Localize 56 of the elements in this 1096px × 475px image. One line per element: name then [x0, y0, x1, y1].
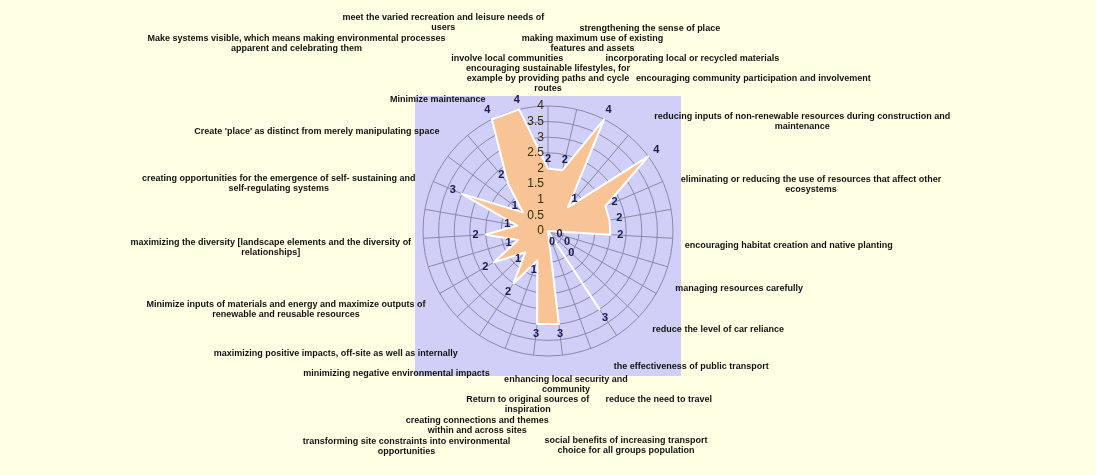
- spoke-label: the effectiveness of public transport: [613, 360, 769, 371]
- data-label: 3: [601, 310, 609, 323]
- data-label: 2: [472, 228, 479, 241]
- data-label: 0: [568, 245, 575, 258]
- y-tick-label: 2.5: [527, 145, 545, 160]
- data-label: 4: [484, 103, 492, 116]
- spoke-label: reduce the level of car reliance: [652, 323, 784, 334]
- spoke-label: involve local communities: [451, 53, 564, 64]
- data-label: 1: [514, 252, 522, 265]
- spoke-label: reducing inputs of non-renewable resources during construction and maintenance: [654, 110, 951, 131]
- spoke-label: Create 'place' as distinct from merely manipulating space: [194, 125, 440, 136]
- data-label: 4: [605, 103, 613, 116]
- y-tick-label: 0: [537, 223, 545, 238]
- y-tick-label: 1.5: [527, 176, 545, 191]
- spoke-label: encouraging sustainable lifestyles, for example by providing paths and cycle routes: [465, 63, 631, 94]
- data-label: 2: [617, 228, 624, 241]
- spoke-label: incorporating local or recycled materials: [605, 53, 780, 64]
- data-label: 0: [549, 235, 556, 248]
- spoke-label: creating opportunities for the emergence of self- sustaining and self-regulating systems: [141, 173, 416, 193]
- data-label: 0: [556, 227, 563, 240]
- y-tick-label: 3: [537, 129, 545, 144]
- data-label: 3: [449, 182, 456, 195]
- spoke-label: reduce the need to travel: [605, 393, 712, 404]
- y-tick-label: 4: [537, 98, 545, 113]
- y-tick-label: 1: [537, 192, 545, 207]
- spoke-label: managing resources carefully: [675, 282, 803, 293]
- data-label: 4: [653, 143, 661, 156]
- spoke-label: Return to original sources of inspiration: [466, 394, 591, 415]
- spoke-label: Make systems visible, which means making environmental processes apparent and celebrating them: [147, 33, 446, 54]
- spoke-label: encouraging community participation and involvement: [636, 72, 871, 83]
- spoke-label: maximizing positive impacts, off-site as well as internally: [213, 348, 458, 359]
- spoke-label: maximizing the diversity [landscape elements and the diversity of relationships]: [130, 236, 413, 257]
- data-label: 2: [616, 211, 623, 224]
- data-label: 0: [563, 235, 571, 248]
- data-label: 2: [505, 284, 512, 297]
- data-label: 1: [505, 235, 512, 248]
- data-label: 3: [556, 327, 564, 340]
- y-tick-label: 0.5: [527, 207, 545, 222]
- spoke-label: eliminating or reducing the use of resources that affect other ecosystems: [680, 174, 942, 195]
- spoke-label: Minimize maintenance: [389, 94, 486, 105]
- y-tick-label: 3.5: [527, 113, 545, 128]
- y-tick-label: 2: [537, 160, 545, 175]
- data-label: 4: [513, 92, 521, 105]
- data-label: 1: [504, 216, 511, 229]
- data-label: 2: [482, 260, 489, 273]
- data-label: 2: [611, 195, 618, 208]
- spoke-label: encouraging habitat creation and native planting: [684, 239, 893, 250]
- spoke-label: social benefits of increasing transport choice for all groups population: [544, 435, 708, 455]
- data-label: 2: [561, 153, 568, 166]
- data-label: 2: [498, 168, 505, 181]
- spoke-label: minimizing negative environmental impacts: [303, 368, 490, 379]
- data-label: 1: [571, 192, 578, 205]
- spoke-label: transforming site constraints into environmental opportunities: [302, 435, 511, 456]
- spoke-label: strengthening the sense of place: [579, 22, 721, 33]
- data-label: 1: [511, 199, 518, 212]
- spoke-label: Minimize inputs of materials and energy and maximize outputs of renewable and reusable resources: [146, 298, 427, 319]
